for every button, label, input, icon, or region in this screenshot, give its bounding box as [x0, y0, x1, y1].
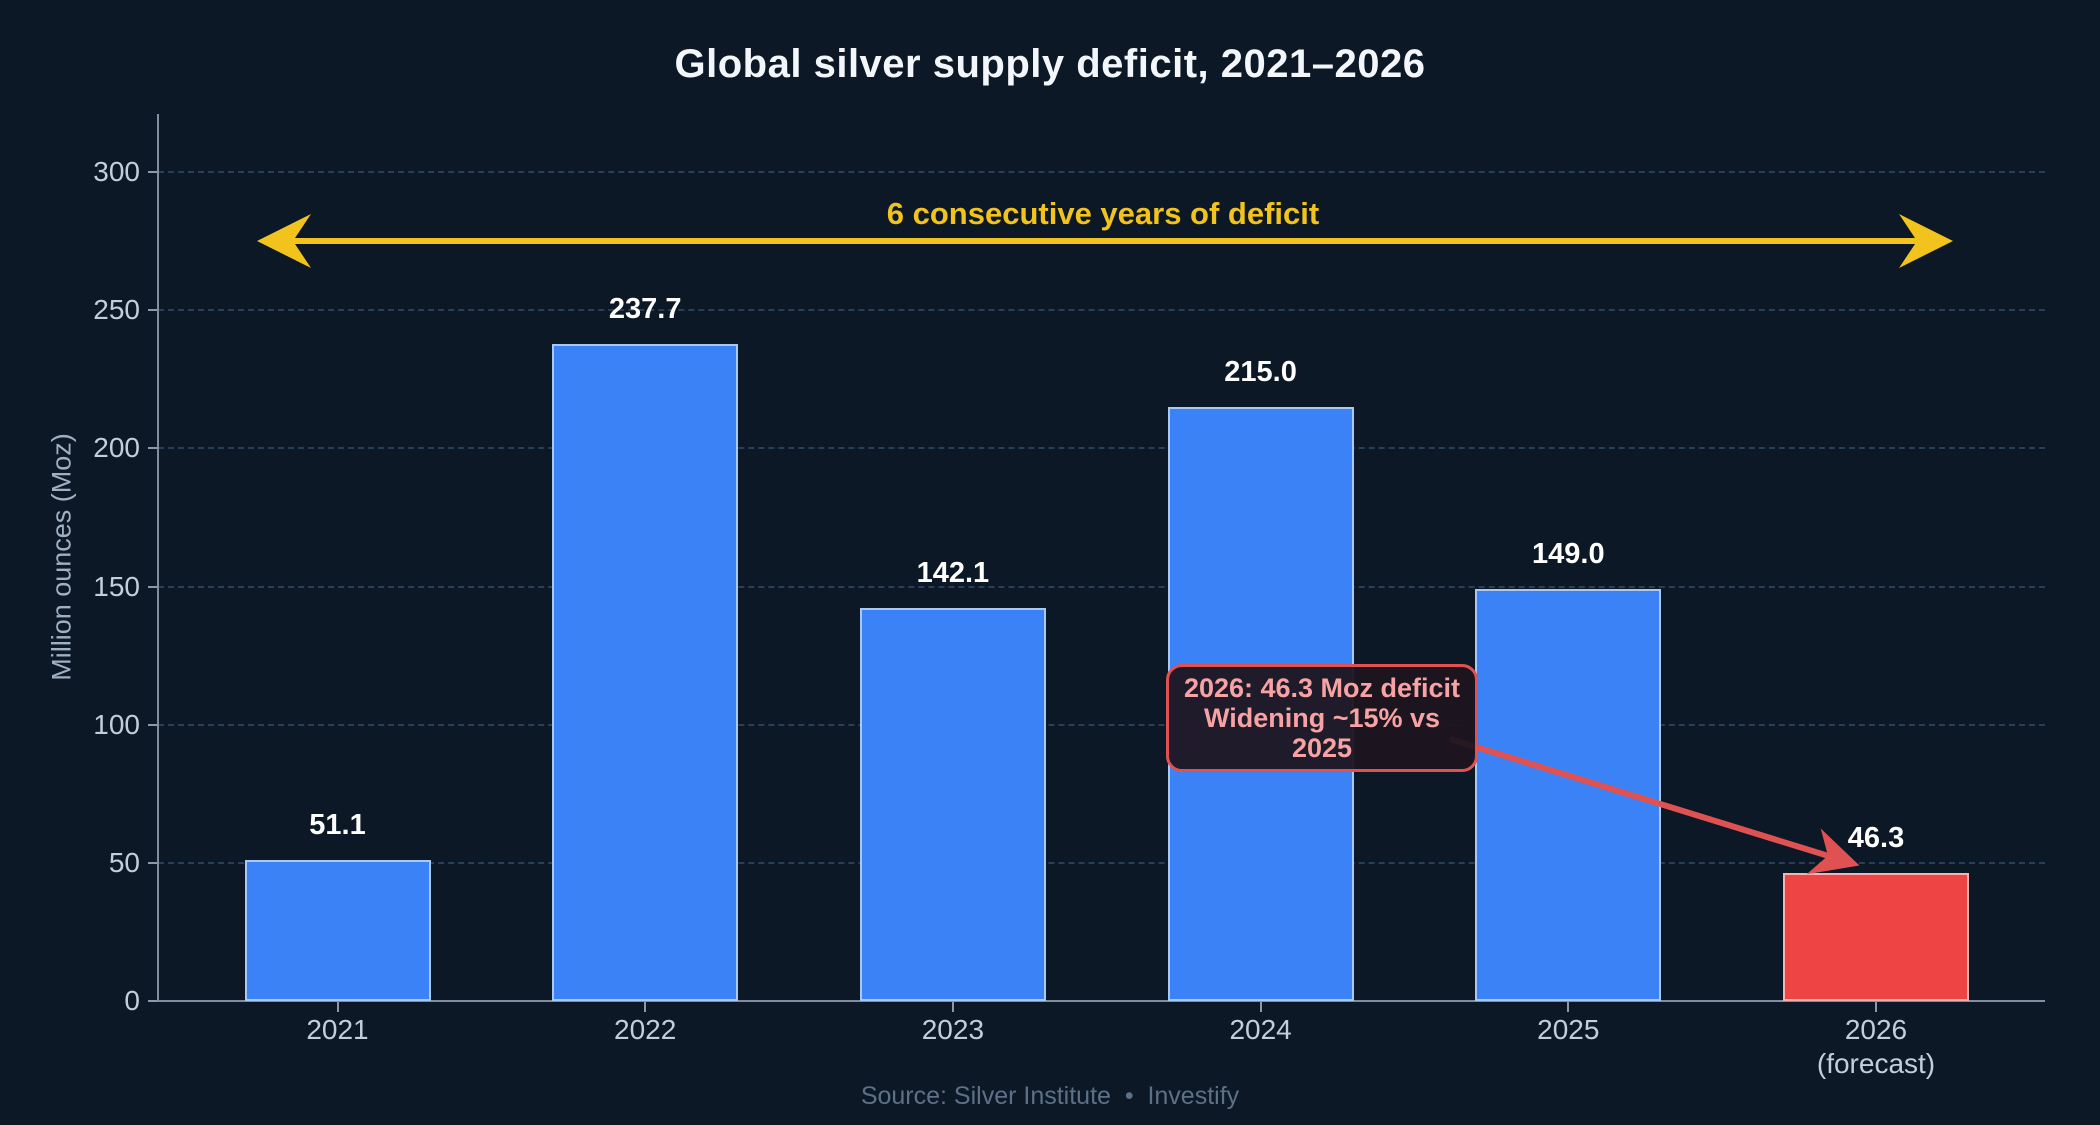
y-tick-300: [148, 171, 158, 174]
bar-2023: [859, 608, 1046, 1001]
x-tick-year: 2021: [306, 1014, 369, 1045]
bar-2022: [552, 344, 739, 1001]
x-tick-2026: [1875, 1002, 1877, 1012]
source-credit: Source: Silver Institute • Investify: [860, 1082, 1240, 1110]
x-tick-sublabel: (forecast): [1816, 1048, 1936, 1079]
callout-line-1: 2026: 46.3 Moz deficit: [1183, 673, 1461, 703]
x-tick-2022: [644, 1002, 647, 1012]
x-tick-year: 2023: [921, 1014, 985, 1045]
y-gridline-300: [158, 171, 2045, 174]
y-tick-label-50: 50: [108, 846, 140, 878]
x-tick-label-2025: 2025: [1438, 1013, 1698, 1047]
x-tick-label-2021: 2021: [208, 1013, 468, 1047]
y-tick-150: [148, 585, 158, 588]
y-gridline-200: [158, 447, 2045, 450]
bar-value-label-2024: 215.0: [1224, 355, 1297, 388]
y-tick-label-300: 300: [93, 156, 140, 188]
bar-value-label-2021: 51.1: [309, 808, 366, 841]
bar-value-label-2026: 46.3: [1847, 822, 1905, 855]
y-gridline-100: [158, 723, 2045, 726]
y-tick-200: [148, 447, 158, 450]
x-tick-2021: [336, 1002, 339, 1012]
y-tick-label-100: 100: [93, 708, 140, 740]
x-tick-2025: [1567, 1002, 1570, 1012]
forecast-callout: 2026: 46.3 Moz deficit Widening ~15% vs …: [1166, 664, 1478, 772]
bar-2026: [1783, 873, 1969, 1001]
bar-2025: [1475, 589, 1662, 1001]
y-gridline-150: [158, 585, 2045, 588]
x-tick-2023: [951, 1002, 954, 1012]
chart-title: Global silver supply deficit, 2021–2026: [674, 42, 1426, 86]
x-tick-year: 2022: [614, 1014, 677, 1045]
y-axis-line: [157, 114, 159, 1001]
y-axis-title: Million ounces (Moz): [46, 433, 77, 681]
x-tick-label-2023: 2023: [823, 1013, 1083, 1047]
x-tick-year: 2025: [1537, 1014, 1600, 1045]
deficit-span-annotation-label: 6 consecutive years of deficit: [886, 196, 1320, 231]
y-tick-label-250: 250: [93, 294, 140, 326]
x-tick-2024: [1259, 1002, 1262, 1012]
y-tick-label-150: 150: [93, 570, 140, 602]
x-tick-label-2024: 2024: [1131, 1013, 1391, 1047]
x-tick-year: 2026: [1844, 1014, 1908, 1045]
callout-line-2: Widening ~15% vs 2025: [1203, 703, 1441, 763]
y-tick-100: [148, 723, 158, 726]
bar-2021: [244, 859, 431, 1001]
y-tick-label-0: 0: [124, 985, 140, 1016]
y-gridline-50: [158, 861, 2045, 864]
x-tick-label-2026: 2026 (forecast): [1746, 1013, 2006, 1081]
y-tick-0: [148, 1000, 158, 1002]
bar-value-label-2022: 237.7: [608, 293, 682, 326]
bar-value-label-2025: 149.0: [1532, 538, 1605, 571]
x-tick-year: 2024: [1229, 1014, 1292, 1045]
bar-value-label-2023: 142.1: [916, 557, 990, 590]
y-gridline-250: [158, 309, 2045, 312]
y-tick-label-200: 200: [93, 432, 140, 464]
x-axis-line: [157, 1000, 2045, 1002]
y-tick-250: [148, 309, 158, 312]
y-tick-50: [148, 861, 158, 864]
x-tick-label-2022: 2022: [515, 1013, 775, 1047]
